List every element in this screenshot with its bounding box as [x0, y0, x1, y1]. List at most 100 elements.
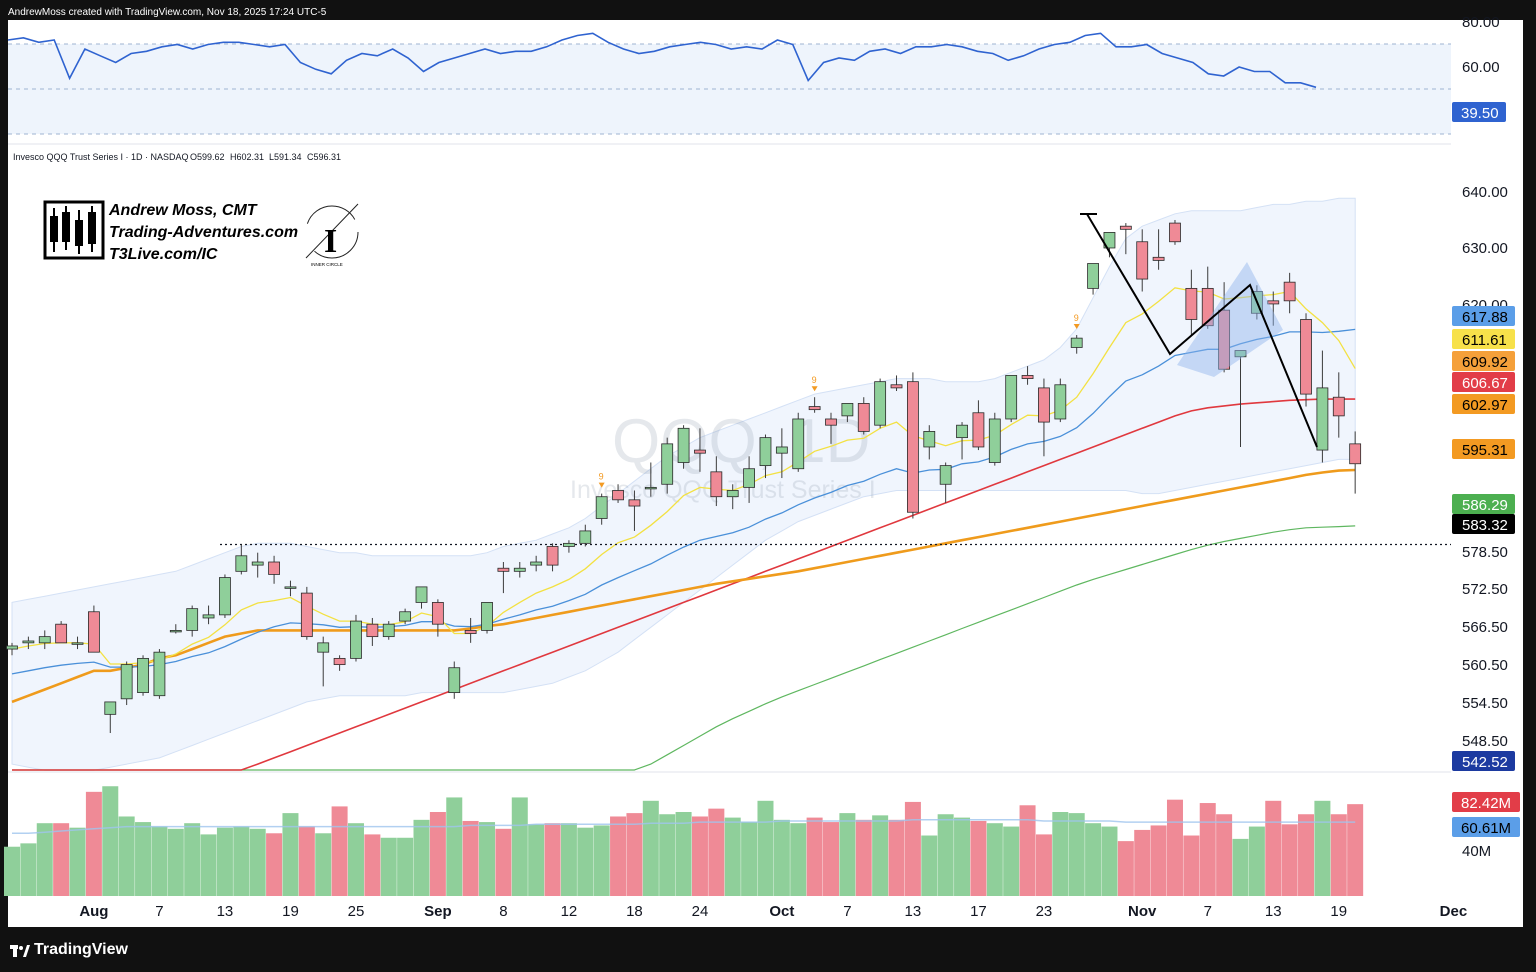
- candle: [415, 586, 428, 609]
- volume-bar: [1216, 814, 1233, 896]
- candle-body: [857, 403, 870, 432]
- candle-body: [1054, 384, 1067, 420]
- candle-body: [1316, 387, 1329, 451]
- candle: [792, 412, 805, 472]
- candle-body: [775, 446, 788, 454]
- candle: [890, 375, 903, 391]
- candle: [530, 555, 543, 572]
- rsi-tick-80: 80.00: [1462, 14, 1500, 31]
- candle: [219, 574, 231, 618]
- tradingview-footer-logo[interactable]: TradingView: [10, 940, 128, 960]
- candle: [726, 484, 739, 510]
- setup-marker-arrow: [1073, 324, 1080, 330]
- candle-body: [1103, 232, 1116, 249]
- candle: [22, 636, 35, 650]
- date-axis[interactable]: Aug 7 13 19 25 Sep 8 12 18 24 Oct 7 13 17 23 Nov 7 13 19 De…: [79, 903, 1467, 920]
- volume-bar: [266, 833, 283, 896]
- price-axis[interactable]: 640.00 630.00 620.00 578.50 572.50 566.5…: [1452, 184, 1515, 771]
- candle-body: [1119, 225, 1132, 230]
- candle-body: [153, 651, 166, 697]
- price-tag-label: 583.32: [1462, 517, 1508, 534]
- brand-logo-body-4: [88, 212, 96, 244]
- candle: [1316, 350, 1329, 463]
- price-tick-560: 560.50: [1462, 657, 1508, 674]
- branding-block: Andrew Moss, CMT Trading-Adventures.com …: [43, 200, 359, 267]
- date-label: 19: [282, 903, 299, 920]
- candle: [71, 636, 84, 650]
- candles: [6, 219, 1362, 734]
- candle: [169, 624, 182, 634]
- volume-bar: [429, 812, 446, 896]
- ema21-line: [11, 328, 1356, 675]
- candle-body: [382, 623, 395, 638]
- moving-averages: [11, 287, 1356, 771]
- volume-bar: [118, 816, 135, 896]
- candle: [628, 490, 641, 531]
- candle: [88, 605, 100, 653]
- volume-bar: [986, 823, 1003, 896]
- brand-line-2: Trading-Adventures.com: [109, 224, 298, 241]
- volume-bar: [921, 835, 938, 896]
- symbol-name: Invesco QQQ Trust Series I · 1D · NASDAQ: [13, 152, 189, 162]
- volume-bar: [1314, 800, 1331, 896]
- candle-body: [6, 645, 18, 650]
- volume-bar: [1199, 803, 1216, 896]
- candle: [1169, 219, 1181, 245]
- volume-bar: [1134, 829, 1151, 896]
- date-label: 23: [1036, 903, 1053, 920]
- price-tag: [1452, 394, 1515, 414]
- sma100-line: [11, 468, 1356, 704]
- date-label: 7: [843, 903, 851, 920]
- rsi-panel[interactable]: 80.00 60.00 39.50: [7, 14, 1506, 135]
- candle-body: [694, 449, 706, 454]
- candle-body: [1070, 337, 1083, 348]
- candle-body: [612, 490, 624, 501]
- volume-bar: [1183, 835, 1200, 896]
- candle: [939, 462, 952, 503]
- candle: [677, 425, 690, 469]
- date-label: 19: [1330, 903, 1347, 920]
- candle-body: [1152, 256, 1165, 261]
- volume-bar: [102, 786, 119, 896]
- candle-body: [431, 602, 444, 625]
- price-tag-label: 586.29: [1462, 497, 1508, 514]
- candle-body: [530, 561, 543, 566]
- candle: [1021, 366, 1034, 385]
- candle: [1136, 229, 1149, 292]
- candle: [202, 605, 215, 625]
- price-tag-label: 609.92: [1462, 354, 1508, 371]
- badge-text: INNER CIRCLE: [311, 262, 343, 267]
- candle: [6, 642, 18, 656]
- volume-bar: [855, 819, 872, 896]
- volume-bar: [528, 824, 545, 896]
- top-credit: AndrewMoss created with TradingView.com,…: [8, 7, 327, 18]
- candle-body: [563, 542, 575, 547]
- volume-bar: [282, 813, 299, 896]
- candle: [481, 602, 493, 634]
- date-label: 17: [970, 903, 987, 920]
- candle-body: [1349, 443, 1362, 465]
- volume-bar: [1281, 824, 1298, 896]
- badge-circle: [305, 205, 359, 259]
- volume-bar: [347, 823, 364, 896]
- setup-marker-label: 9: [1074, 313, 1079, 323]
- brand-logo-body-3: [75, 220, 83, 246]
- price-tag: [1452, 372, 1515, 392]
- candle: [972, 400, 985, 451]
- volume-bar: [823, 822, 839, 896]
- candle-body: [1038, 387, 1050, 423]
- volume-bar: [200, 834, 217, 896]
- volume-bar: [135, 822, 152, 896]
- volume-panel[interactable]: 82.42M 60.61M 40M: [4, 786, 1520, 896]
- candle-body: [513, 567, 526, 572]
- price-panel[interactable]: QQQ, 1D Invesco QQQ Trust Series I 999: [6, 197, 1452, 771]
- candle-body: [972, 412, 985, 448]
- candle-body: [595, 496, 608, 519]
- date-label: 25: [348, 903, 365, 920]
- candle-body: [988, 418, 1001, 463]
- volume-average-polyline: [12, 819, 1356, 835]
- candle-body: [1087, 263, 1099, 289]
- candle: [284, 580, 297, 597]
- sma50-line: [12, 398, 1356, 771]
